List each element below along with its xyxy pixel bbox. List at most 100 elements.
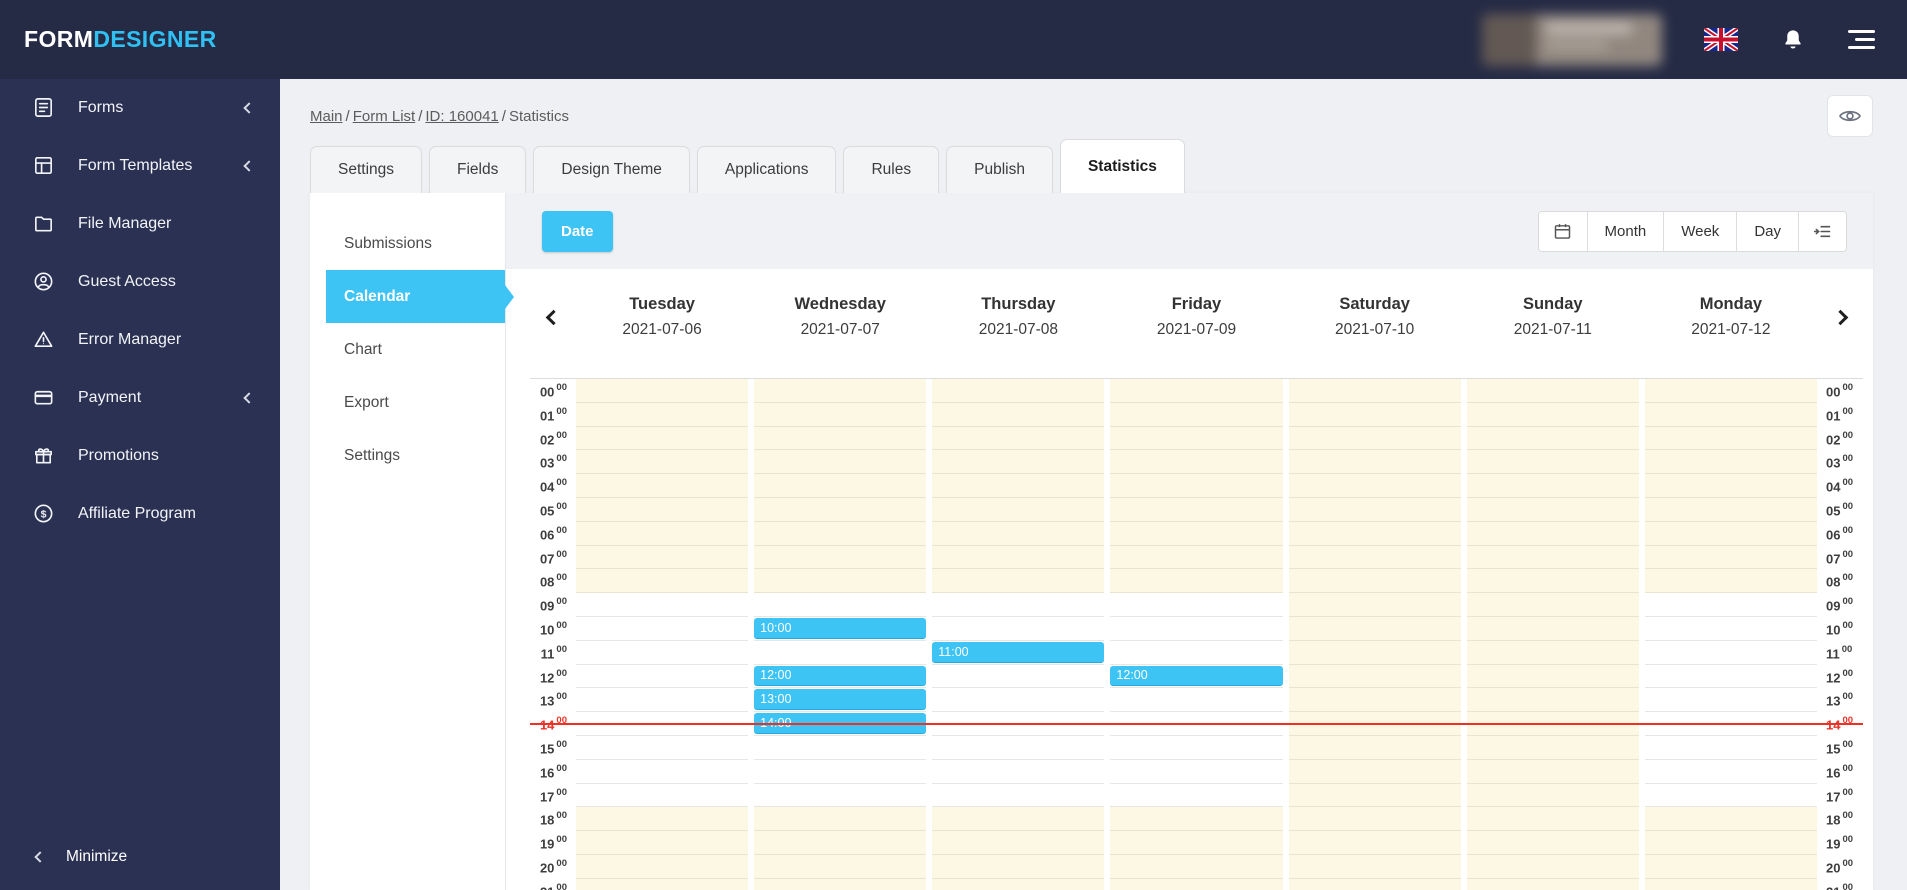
time-slot[interactable] — [1644, 426, 1817, 451]
sidebar-item-forms[interactable]: Forms — [0, 79, 280, 137]
time-slot[interactable] — [1466, 854, 1639, 879]
time-slot[interactable] — [1288, 783, 1461, 808]
time-slot[interactable] — [576, 402, 749, 427]
time-slot[interactable] — [754, 878, 927, 890]
time-slot[interactable] — [932, 854, 1105, 879]
time-slot[interactable] — [754, 545, 927, 570]
time-slot[interactable] — [576, 712, 749, 736]
time-slot[interactable] — [1644, 688, 1817, 713]
time-slot[interactable] — [754, 402, 927, 427]
app-logo[interactable]: FORMDESIGNER — [24, 26, 217, 53]
time-slot[interactable] — [1288, 426, 1461, 451]
time-slot[interactable] — [1466, 616, 1639, 641]
time-slot[interactable] — [932, 426, 1105, 451]
time-slot[interactable] — [1288, 807, 1461, 832]
user-profile[interactable] — [1482, 13, 1662, 66]
time-slot[interactable] — [1288, 878, 1461, 890]
time-slot[interactable] — [932, 831, 1105, 855]
time-slot[interactable] — [1110, 878, 1283, 890]
time-slot[interactable] — [754, 641, 927, 665]
time-slot[interactable] — [932, 569, 1105, 594]
time-slot[interactable] — [1288, 402, 1461, 427]
uk-flag-icon[interactable] — [1704, 28, 1738, 51]
sidebar-item-payment[interactable]: Payment — [0, 369, 280, 427]
time-slot[interactable] — [1466, 640, 1639, 665]
time-slot[interactable] — [932, 497, 1105, 522]
preview-button[interactable] — [1827, 95, 1873, 137]
time-slot[interactable] — [576, 545, 749, 570]
time-slot[interactable] — [1644, 641, 1817, 665]
calendar-event[interactable]: 12:00 — [1110, 665, 1283, 687]
sidebar-item-error-manager[interactable]: Error Manager — [0, 311, 280, 369]
time-slot[interactable] — [576, 521, 749, 546]
time-slot[interactable] — [1466, 569, 1639, 594]
time-slot[interactable] — [1644, 736, 1817, 760]
tab-fields[interactable]: Fields — [429, 146, 527, 193]
notifications-bell-icon[interactable] — [1780, 27, 1806, 53]
subnav-item-settings[interactable]: Settings — [344, 446, 401, 464]
time-slot[interactable] — [1110, 712, 1283, 736]
time-slot[interactable] — [754, 474, 927, 498]
time-slot[interactable] — [576, 854, 749, 879]
sidebar-item-form-templates[interactable]: Form Templates — [0, 137, 280, 195]
time-slot[interactable] — [576, 688, 749, 713]
time-slot[interactable] — [932, 474, 1105, 498]
time-slot[interactable] — [576, 760, 749, 784]
time-slot[interactable] — [1288, 450, 1461, 475]
time-slot[interactable] — [1110, 593, 1283, 617]
time-slot[interactable] — [1288, 569, 1461, 594]
time-slot[interactable] — [1110, 521, 1283, 546]
breadcrumb-main[interactable]: Main — [310, 107, 343, 125]
time-slot[interactable] — [1110, 807, 1283, 832]
time-slot[interactable] — [1110, 497, 1283, 522]
time-slot[interactable] — [1288, 831, 1461, 855]
time-slot[interactable] — [1110, 569, 1283, 594]
subnav-item-calendar[interactable]: Calendar — [326, 270, 505, 323]
time-slot[interactable] — [1466, 759, 1639, 784]
time-slot[interactable] — [1644, 854, 1817, 879]
tab-design-theme[interactable]: Design Theme — [533, 146, 690, 193]
time-slot[interactable] — [932, 521, 1105, 546]
time-slot[interactable] — [576, 593, 749, 617]
time-slot[interactable] — [932, 712, 1105, 736]
breadcrumb-form-list[interactable]: Form List — [352, 107, 416, 125]
time-slot[interactable] — [1466, 379, 1639, 403]
time-slot[interactable] — [1288, 688, 1461, 713]
date-button[interactable]: Date — [542, 210, 613, 252]
time-slot[interactable] — [932, 878, 1105, 890]
time-slot[interactable] — [1110, 450, 1283, 475]
time-slot[interactable] — [1466, 593, 1639, 617]
time-slot[interactable] — [576, 497, 749, 522]
time-slot[interactable] — [1466, 545, 1639, 570]
time-slot[interactable] — [932, 641, 1105, 665]
time-slot[interactable] — [932, 379, 1105, 403]
breadcrumb-id-160041[interactable]: ID: 160041 — [425, 107, 499, 125]
calendar-prev-button[interactable] — [540, 303, 567, 334]
hamburger-menu-icon[interactable] — [1848, 25, 1875, 54]
time-slot[interactable] — [754, 593, 927, 617]
time-slot[interactable] — [576, 569, 749, 594]
time-slot[interactable] — [576, 450, 749, 475]
time-slot[interactable] — [1644, 593, 1817, 617]
time-slot[interactable] — [576, 379, 749, 403]
time-slot[interactable] — [1644, 712, 1817, 736]
view-button-week[interactable]: Week — [1663, 211, 1737, 251]
time-slot[interactable] — [1110, 474, 1283, 498]
time-slot[interactable] — [1644, 617, 1817, 641]
time-slot[interactable] — [754, 736, 927, 760]
sidebar-item-guest-access[interactable]: Guest Access — [0, 253, 280, 311]
time-slot[interactable] — [754, 712, 927, 736]
time-slot[interactable] — [1466, 783, 1639, 808]
time-slot[interactable] — [932, 688, 1105, 713]
time-slot[interactable] — [932, 402, 1105, 427]
time-slot[interactable] — [1288, 379, 1461, 403]
time-slot[interactable] — [1110, 641, 1283, 665]
time-slot[interactable] — [1288, 759, 1461, 784]
time-slot[interactable] — [1288, 664, 1461, 689]
calendar-event[interactable]: 12:00 — [754, 665, 927, 687]
time-slot[interactable] — [1644, 497, 1817, 522]
time-slot[interactable] — [754, 807, 927, 832]
subnav-item-chart[interactable]: Chart — [344, 340, 382, 358]
time-slot[interactable] — [1110, 831, 1283, 855]
tab-rules[interactable]: Rules — [843, 146, 940, 193]
